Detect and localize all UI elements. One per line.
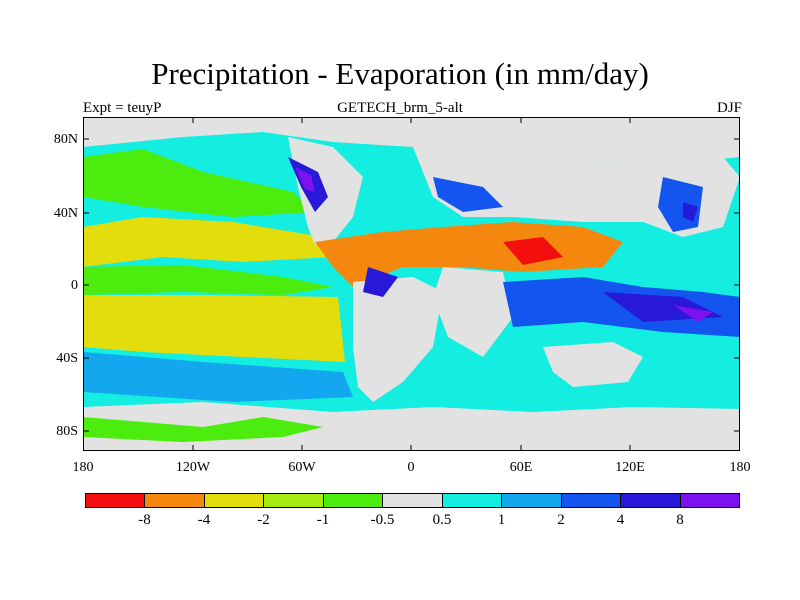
colorbar-box-2: [204, 494, 265, 507]
dataset-label: GETECH_brm_5-alt: [337, 100, 463, 116]
map-title: Precipitation - Evaporation (in mm/day): [151, 56, 649, 91]
north-africa-driest: [503, 237, 563, 265]
subtropical-dry-belt: [315, 222, 623, 287]
europe-wet-region: [433, 177, 503, 212]
colorbar-box-1: [145, 494, 205, 507]
colorbar-box-8: [561, 494, 622, 507]
north-pacific-band: [83, 149, 313, 217]
colorbar-box-0: [86, 494, 146, 507]
colorbar-label: -0.5: [370, 512, 395, 528]
experiment-label: Expt = teuyP: [83, 100, 162, 116]
x-tick-label-0: 0: [407, 460, 415, 475]
arctic-region: [83, 117, 740, 172]
y-tick-label-40s: 40S: [56, 351, 78, 366]
x-tick-label-60w: 60W: [288, 460, 316, 475]
x-tick-label-120w: 120W: [175, 460, 211, 475]
y-tick-label-0: 0: [71, 278, 78, 293]
colorbar-label: 8: [676, 512, 684, 528]
y-tick-label-80s: 80S: [56, 424, 78, 439]
colorbar-box-6: [442, 494, 503, 507]
colorbar: [85, 493, 740, 508]
colorbar-box-9: [621, 494, 681, 507]
north-america-wettest: [295, 167, 315, 192]
x-tick-label-60e: 60E: [509, 460, 533, 475]
west-pacific-maximum: [673, 305, 713, 322]
subtropical-pacific-band: [83, 217, 333, 267]
indo-pacific-wet-zone: [503, 277, 740, 337]
eurasia-land: [413, 147, 740, 237]
colorbar-label: -4: [197, 512, 211, 528]
south-america-wet-patch: [363, 267, 398, 297]
axis-ticks: [83, 117, 740, 451]
southern-ocean-band: [83, 352, 353, 402]
africa-land: [433, 267, 513, 357]
colorbar-label: -2: [257, 512, 270, 528]
season-label: DJF: [716, 100, 742, 116]
colorbar-label: 1: [497, 512, 506, 528]
y-tick-label-80n: 80N: [53, 132, 78, 147]
colorbar-box-7: [502, 494, 562, 507]
colorbar-label: 2: [557, 512, 565, 528]
east-asia-wettest: [683, 202, 698, 222]
equatorial-pacific-band: [83, 265, 333, 295]
colorbar-label: 0.5: [432, 512, 452, 528]
colorbar-box-4: [323, 494, 384, 507]
y-tick-label-40n: 40N: [53, 206, 78, 221]
colorbar-label: -1: [316, 512, 330, 528]
south-america-land: [353, 277, 443, 402]
colorbar-label: -8: [138, 512, 151, 528]
antarctic-margin-band: [83, 417, 323, 442]
south-pacific-dry-zone: [83, 295, 345, 362]
australia-land: [543, 342, 643, 387]
colorbar-box-5: [383, 494, 443, 507]
map-panel: [83, 117, 740, 451]
precipitation-map: [83, 117, 740, 451]
x-tick-label-120e: 120E: [615, 460, 645, 475]
x-tick-label-180w: 180: [72, 460, 94, 475]
x-tick-label-180e: 180: [729, 460, 751, 475]
colorbar-box-10: [680, 494, 739, 507]
colorbar-label: 4: [616, 512, 625, 528]
colorbar-box-3: [264, 494, 324, 507]
